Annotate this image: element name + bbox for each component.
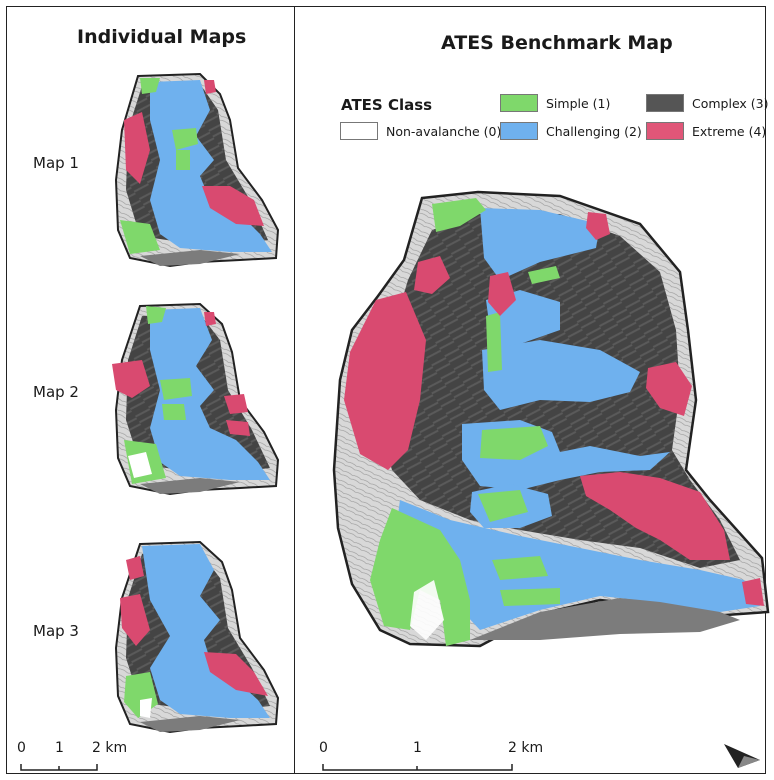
ates-challenging-zones: [396, 208, 760, 630]
ates-simple-zones: [370, 198, 560, 646]
legend-label: Non-avalanche (0): [386, 123, 502, 139]
legend-item-complex: Complex (3): [646, 94, 769, 112]
map2-non-avalanche: [128, 452, 152, 478]
legend-swatch: [340, 122, 378, 140]
north-arrow-icon: [724, 744, 760, 768]
legend-label: Simple (1): [546, 95, 611, 111]
map-1-label: Map 1: [33, 154, 79, 172]
legend-swatch: [646, 94, 684, 112]
right-scalebar-label-0: 0: [319, 740, 328, 756]
left-scalebar-label-1: 1: [55, 740, 64, 756]
legend-label: Challenging (2): [546, 123, 642, 139]
individual-map-2: [112, 302, 280, 496]
panel-divider: [294, 6, 295, 774]
map1-hillshade-bottom: [140, 250, 240, 266]
legend-label: Extreme (4): [692, 123, 767, 139]
legend-item-simple: Simple (1): [500, 94, 610, 112]
map2-challenging: [150, 308, 270, 480]
map2-hillshade-bottom: [140, 478, 240, 494]
non-avalanche-zone: [410, 580, 444, 640]
individual-maps-title: Individual Maps: [77, 26, 247, 48]
map-2-label: Map 2: [33, 383, 79, 401]
legend-item-extreme: Extreme (4): [646, 122, 766, 140]
legend-swatch: [500, 122, 538, 140]
hillshade-bottom: [470, 598, 740, 640]
map2-extreme: [112, 312, 250, 436]
left-scalebar: 0 1 2 km: [17, 740, 127, 771]
legend-item-non-avalanche: Non-avalanche (0): [340, 122, 501, 140]
map3-extreme: [120, 556, 268, 696]
map3-challenging: [142, 544, 270, 718]
legend-swatch: [646, 122, 684, 140]
benchmark-map-title: ATES Benchmark Map: [441, 32, 673, 54]
ates-extreme-zones: [344, 212, 764, 606]
legend-title: ATES Class: [341, 96, 433, 114]
map-3-label: Map 3: [33, 622, 79, 640]
map1-challenging: [150, 80, 272, 252]
right-scalebar: 0 1 2 km: [319, 740, 543, 771]
right-scalebar-label-2: 2 km: [508, 740, 543, 756]
right-scalebar-label-1: 1: [413, 740, 422, 756]
map1-simple: [120, 78, 198, 254]
figure-frame: [6, 6, 766, 774]
legend-swatch: [500, 94, 538, 112]
legend-item-challenging: Challenging (2): [500, 122, 642, 140]
left-scalebar-label-0: 0: [17, 740, 26, 756]
map3-non-avalanche: [140, 698, 152, 718]
map3-hillshade-bottom: [140, 716, 240, 732]
map1-extreme: [124, 80, 264, 226]
left-scalebar-label-2: 2 km: [92, 740, 127, 756]
individual-map-1: [114, 72, 280, 268]
legend-label: Complex (3): [692, 95, 769, 111]
individual-map-3: [114, 540, 280, 734]
